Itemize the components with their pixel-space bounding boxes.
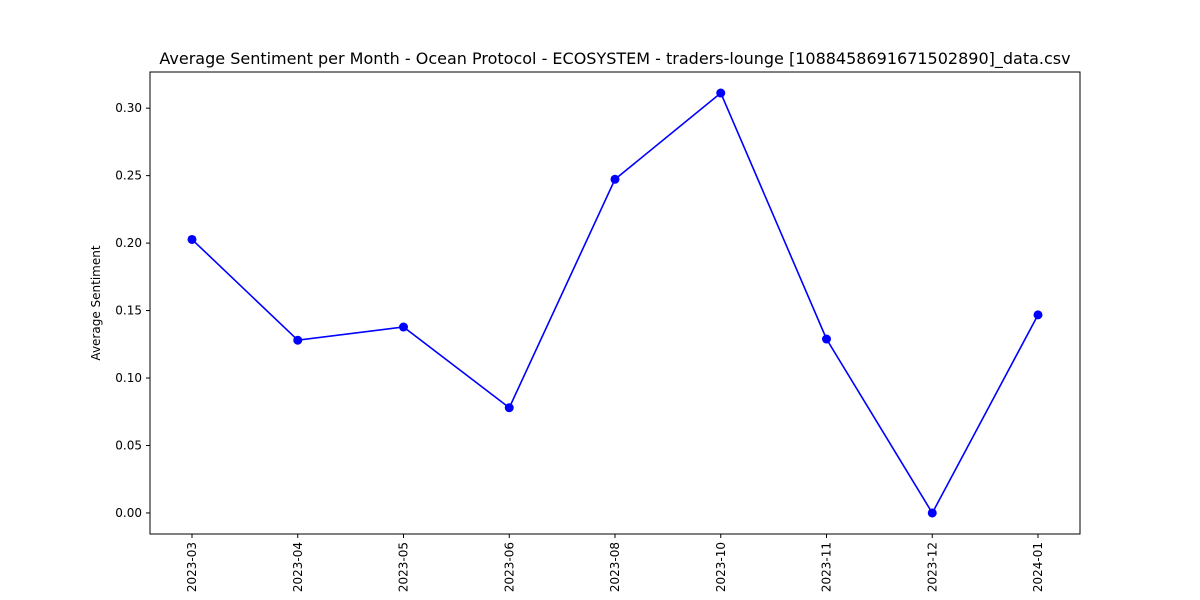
y-tick-label: 0.00 bbox=[115, 506, 142, 520]
x-tick-label: 2023-05 bbox=[397, 542, 411, 592]
chart-title: Average Sentiment per Month - Ocean Prot… bbox=[159, 49, 1070, 69]
data-point bbox=[187, 234, 197, 244]
series-layer bbox=[187, 88, 1043, 518]
y-tick-label: 0.10 bbox=[115, 371, 142, 385]
data-point bbox=[399, 322, 408, 332]
y-axis: 0.00 0.05 0.10 0.15 0.20 0.25 0.30 bbox=[115, 101, 150, 520]
plot-area bbox=[149, 71, 1081, 535]
y-tick-label: 0.25 bbox=[115, 169, 142, 183]
data-point bbox=[610, 174, 620, 184]
y-tick-label: 0.05 bbox=[115, 438, 142, 452]
x-tick-label: 2023-11 bbox=[820, 542, 834, 592]
data-point bbox=[927, 508, 937, 518]
x-tick-label: 2023-10 bbox=[714, 542, 728, 592]
data-point bbox=[716, 88, 726, 98]
data-point bbox=[504, 403, 514, 413]
x-tick-label: 2023-03 bbox=[185, 542, 199, 592]
y-tick-label: 0.30 bbox=[115, 101, 142, 115]
x-tick-label: 2023-04 bbox=[291, 542, 305, 592]
data-point bbox=[1033, 310, 1043, 320]
x-tick-label: 2023-12 bbox=[925, 542, 939, 592]
y-tick-label: 0.15 bbox=[115, 304, 142, 318]
y-axis-label: Average Sentiment bbox=[89, 245, 103, 360]
y-tick-label: 0.20 bbox=[115, 236, 142, 250]
x-axis: 2023-03 2023-04 2023-05 2023-06 2023-08 2023-… bbox=[185, 534, 1045, 592]
data-point bbox=[293, 335, 303, 345]
x-tick-label: 2024-01 bbox=[1031, 542, 1045, 592]
x-tick-label: 2023-06 bbox=[502, 542, 516, 592]
x-tick-label: 2023-08 bbox=[608, 542, 622, 592]
data-point bbox=[822, 334, 831, 344]
